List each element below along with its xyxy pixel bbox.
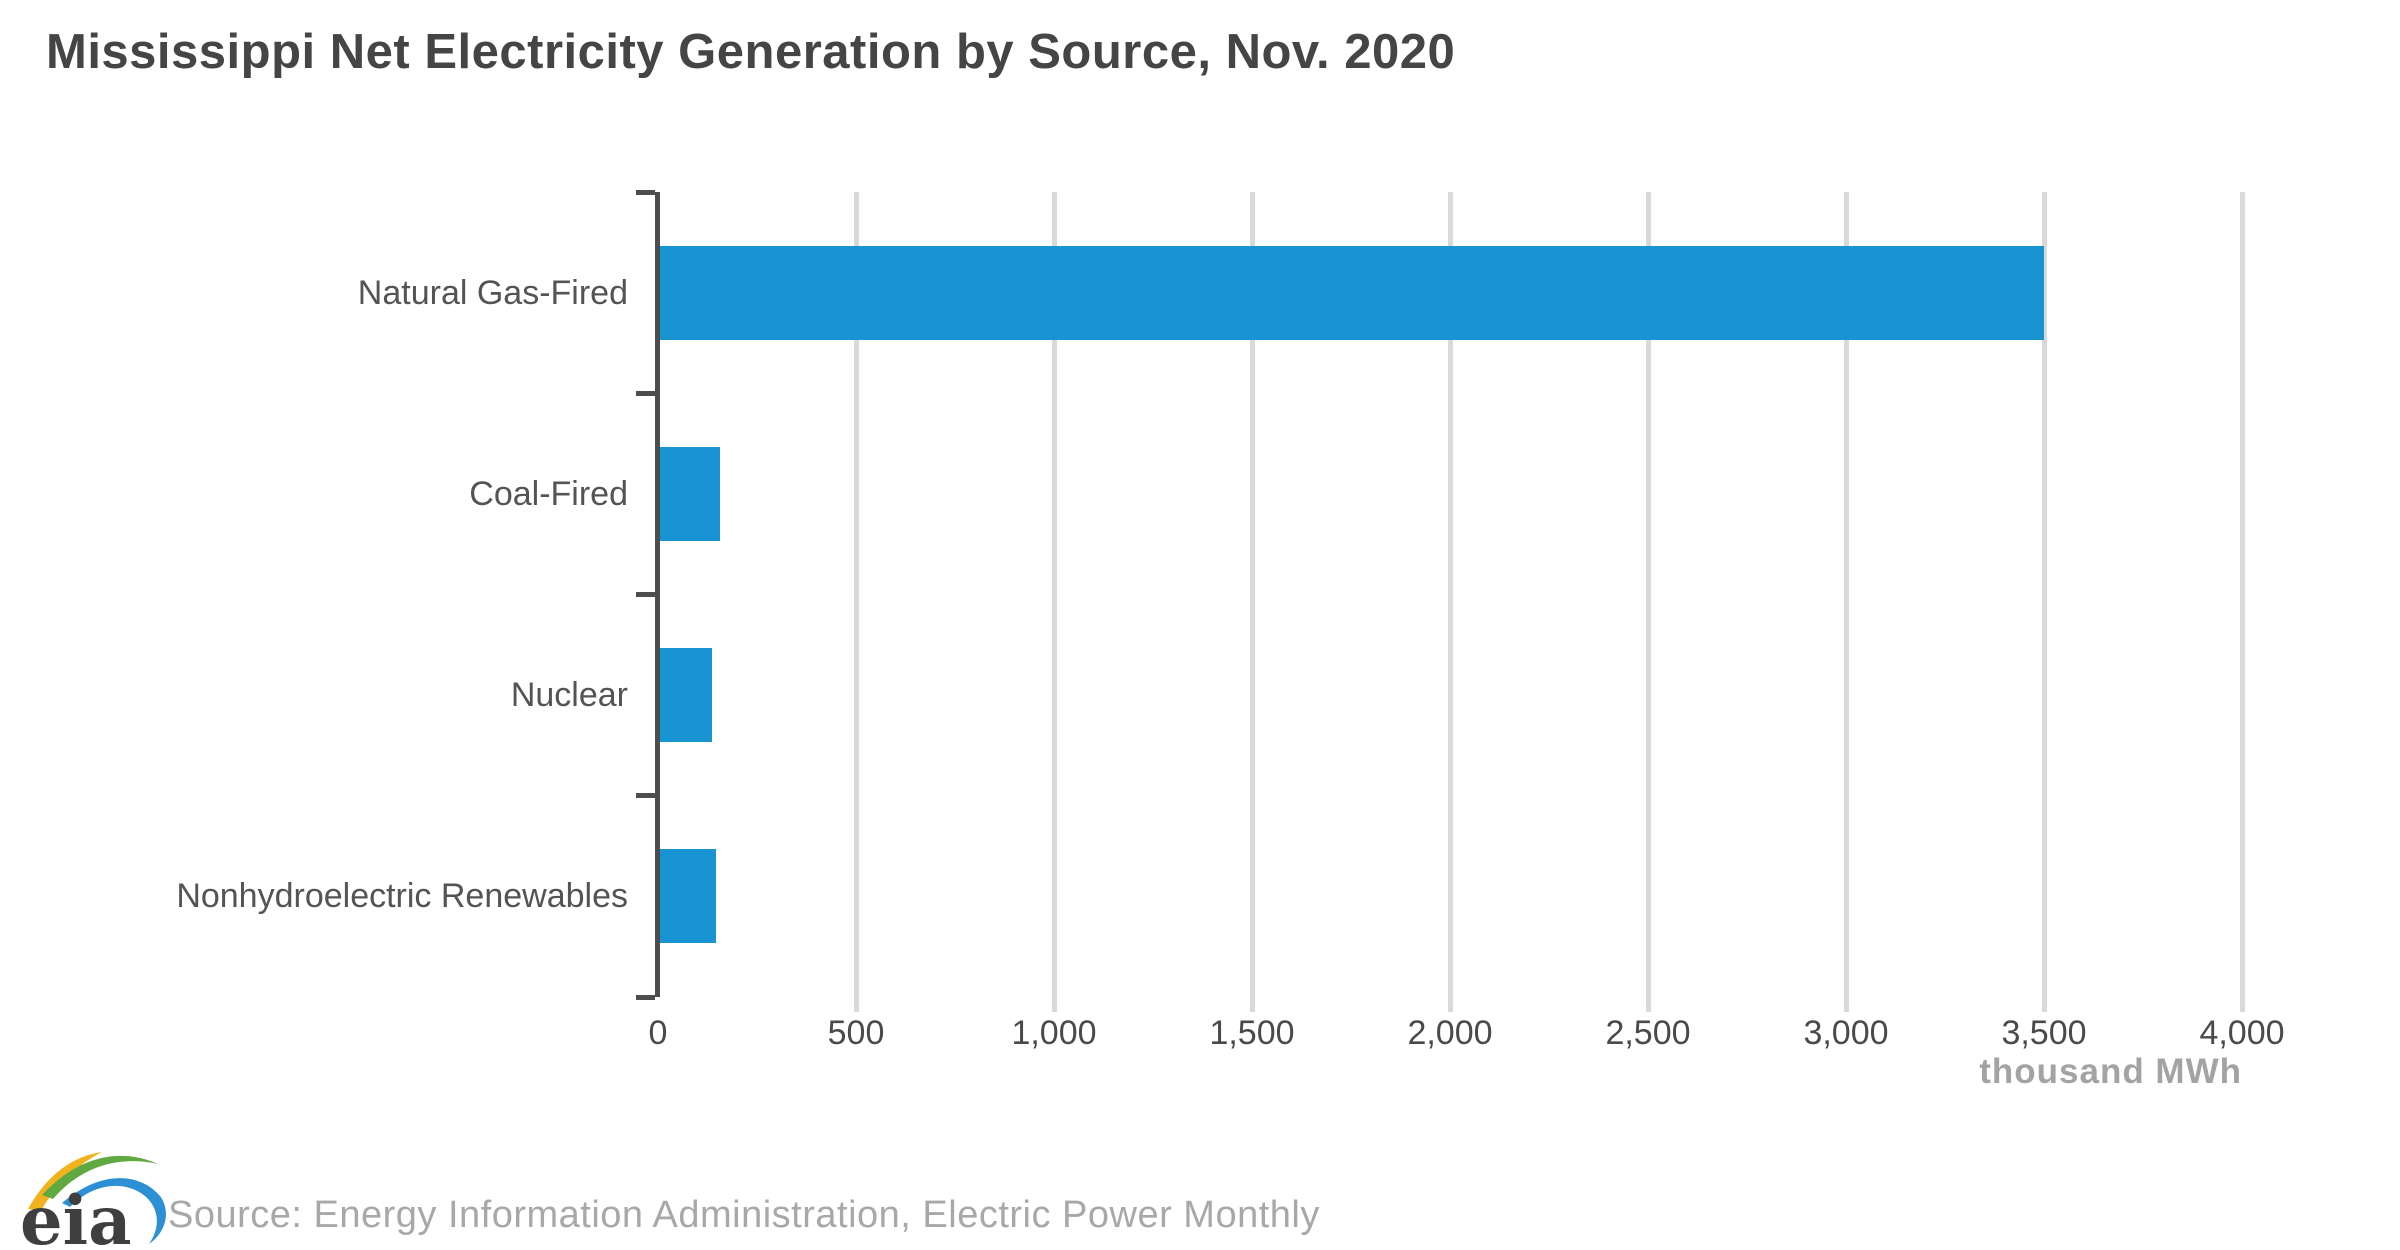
- y-axis-tick: [636, 189, 655, 195]
- eia-logo-green-arc-icon: [42, 1155, 158, 1199]
- gridline-1500: [1249, 192, 1255, 1012]
- x-tick-label-4000: 4,000: [2199, 1014, 2285, 1052]
- bar-natural-gas-fired: [660, 245, 2044, 340]
- x-tick-label-2500: 2,500: [1605, 1014, 1691, 1052]
- y-axis-line: [655, 192, 660, 997]
- x-tick-label-3500: 3,500: [2001, 1014, 2087, 1052]
- y-axis-tick: [636, 793, 655, 799]
- x-tick-label-2000: 2,000: [1407, 1014, 1493, 1052]
- category-label-natural-gas-fired: Natural Gas-Fired: [357, 273, 628, 312]
- x-axis-unit-label: thousand MWh: [1979, 1052, 2242, 1091]
- source-attribution-text: Source: Energy Information Administratio…: [168, 1194, 1320, 1236]
- gridline-3500: [2041, 192, 2047, 1012]
- chart-title: Mississippi Net Electricity Generation b…: [46, 25, 1456, 79]
- eia-logo: eia: [20, 1152, 166, 1250]
- eia-logo-blue-arc-icon: [62, 1178, 166, 1244]
- bar-coal-fired: [660, 446, 721, 541]
- category-label-coal-fired: Coal-Fired: [469, 474, 628, 513]
- bar-nonhydroelectric-renewables: [660, 849, 716, 944]
- category-label-nuclear: Nuclear: [510, 676, 628, 715]
- gridline-500: [853, 192, 859, 1012]
- gridline-2000: [1447, 192, 1453, 1012]
- x-tick-label-1500: 1,500: [1209, 1014, 1295, 1052]
- y-axis-tick: [636, 390, 655, 396]
- gridline-1000: [1051, 192, 1057, 1012]
- gridline-4000: [2239, 192, 2245, 1012]
- x-tick-label-1000: 1,000: [1011, 1014, 1097, 1052]
- gridline-3000: [1843, 192, 1849, 1012]
- gridline-2500: [1645, 192, 1651, 1012]
- y-axis-tick: [636, 994, 655, 1000]
- category-label-nonhydroelectric-renewables: Nonhydroelectric Renewables: [176, 877, 628, 916]
- x-tick-label-0: 0: [648, 1014, 668, 1052]
- eia-logo-text: eia: [20, 1181, 132, 1250]
- bar-nuclear: [660, 648, 712, 743]
- x-tick-label-3000: 3,000: [1803, 1014, 1889, 1052]
- x-tick-label-500: 500: [827, 1014, 885, 1052]
- y-axis-tick: [636, 592, 655, 597]
